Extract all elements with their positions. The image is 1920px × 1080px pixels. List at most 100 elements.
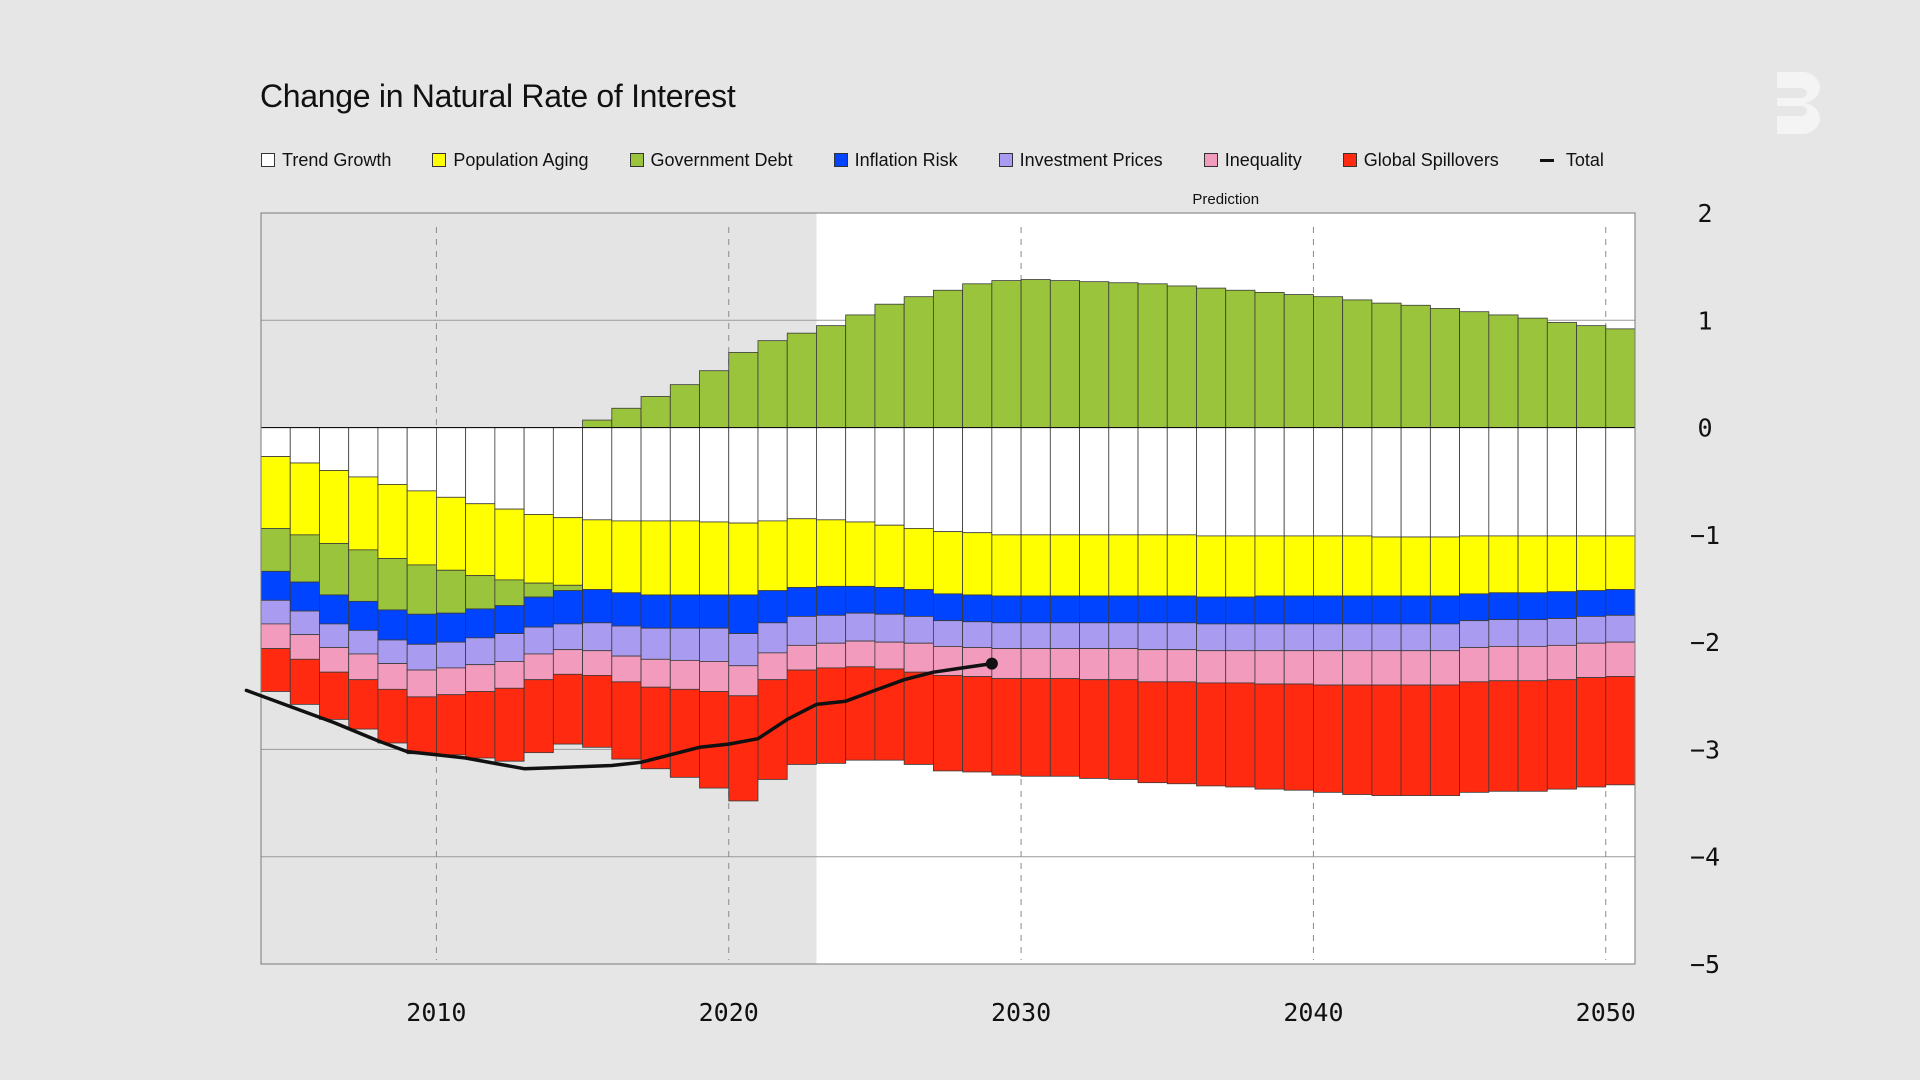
bar-segment [1225, 623, 1256, 652]
bar-segment [816, 642, 847, 669]
bar-segment [1576, 590, 1607, 617]
bar-segment [1429, 684, 1460, 796]
bar-segment [552, 427, 583, 519]
bar-segment [991, 427, 1022, 536]
bar-segment [377, 558, 408, 611]
bar-segment [1488, 680, 1519, 792]
bar-segment [874, 427, 905, 526]
bar-segment [1196, 427, 1227, 537]
legend-line-swatch [1539, 158, 1554, 162]
bar-segment [932, 427, 964, 533]
bar-segment [962, 532, 993, 596]
bar-segment [845, 640, 876, 668]
bar-segment [757, 590, 788, 624]
bar-segment [1079, 534, 1110, 597]
legend-label: Population Aging [453, 149, 589, 170]
bar-segment [1400, 623, 1431, 652]
bar-segment [757, 520, 788, 592]
bar-segment [903, 615, 934, 644]
legend-item: Population Aging [432, 149, 589, 171]
bar-segment [1225, 682, 1256, 788]
bar-segment [552, 517, 583, 586]
bar-segment [816, 614, 847, 644]
bar-segment [903, 589, 934, 617]
bar-segment [1371, 536, 1402, 597]
bar-segment [991, 622, 1022, 649]
bar-segment [640, 627, 671, 660]
bar-segment [319, 647, 350, 673]
bar-segment [786, 332, 817, 428]
bar-segment [962, 283, 993, 428]
y-tick-label: −4 [1690, 843, 1720, 872]
bar-segment [1254, 427, 1285, 537]
bar-segment [1342, 623, 1373, 652]
bar-segment [1196, 650, 1227, 684]
bar-segment [1429, 650, 1460, 686]
y-tick-label: 1 [1697, 306, 1712, 335]
bar-segment [582, 519, 613, 590]
bar-segment [1576, 677, 1607, 788]
bar-segment [669, 688, 700, 778]
x-tick-label: 2030 [991, 998, 1051, 1027]
bar-segment [436, 569, 467, 614]
bar-segment [786, 587, 817, 617]
bar-segment [1371, 684, 1402, 796]
bar-segment [1137, 534, 1168, 597]
bar-segment [523, 514, 554, 584]
bar-segment [845, 521, 876, 587]
total-line [244, 661, 994, 771]
bar-segment [786, 615, 817, 646]
legend-item: Inflation Risk [833, 150, 958, 171]
bar-segment [1488, 646, 1519, 682]
bar-segment [1429, 308, 1460, 428]
bar-segment [1605, 328, 1636, 428]
legend-label: Total [1565, 149, 1604, 170]
bar-segment [728, 352, 759, 428]
bar-segment [465, 664, 496, 692]
bar-segment [1049, 678, 1080, 777]
bar-segment [874, 641, 905, 670]
bar-segment [406, 427, 437, 492]
bar-segment [377, 427, 408, 485]
bar-segment [1254, 291, 1285, 428]
bar-segment [932, 593, 964, 622]
bar-segment [1576, 325, 1607, 428]
bar-segment [377, 484, 408, 559]
bar-segment [348, 549, 379, 602]
bar-segment [903, 528, 934, 590]
bar-segment [582, 427, 613, 521]
bar-segment [669, 520, 700, 596]
bar-segment [494, 427, 525, 510]
bar-segment [1108, 427, 1139, 536]
bar-segment [406, 643, 437, 671]
bar-segment [552, 673, 583, 745]
bar-segment [1137, 649, 1168, 683]
bar-segment [1283, 650, 1314, 685]
bar-segment [1079, 648, 1110, 681]
bar-segment [260, 427, 291, 457]
bar-segment [991, 280, 1022, 428]
bar-segment [582, 419, 613, 428]
legend-swatch [833, 153, 848, 167]
legend-item: Trend Growth [261, 150, 391, 171]
legend-item: Government Debt [629, 150, 793, 171]
bar-segment [1196, 535, 1227, 598]
bar-segment [1313, 427, 1344, 537]
bar-segment [319, 470, 350, 544]
bar-segment [699, 691, 730, 789]
y-tick-label: −3 [1690, 735, 1720, 764]
bar-segment [1196, 596, 1227, 625]
bar-segment [845, 666, 876, 761]
bar-segment [1546, 644, 1577, 681]
bar-segment [348, 476, 379, 551]
bar-segment [991, 678, 1022, 776]
bar-segment [757, 427, 788, 522]
bar-segment [1517, 680, 1548, 792]
bar-segment [1546, 322, 1577, 428]
bar-segment [1225, 650, 1256, 684]
bar-segment [1400, 684, 1431, 796]
bar-segment [1313, 535, 1344, 597]
bar-segment [1371, 302, 1402, 428]
bar-segment [1459, 620, 1490, 648]
